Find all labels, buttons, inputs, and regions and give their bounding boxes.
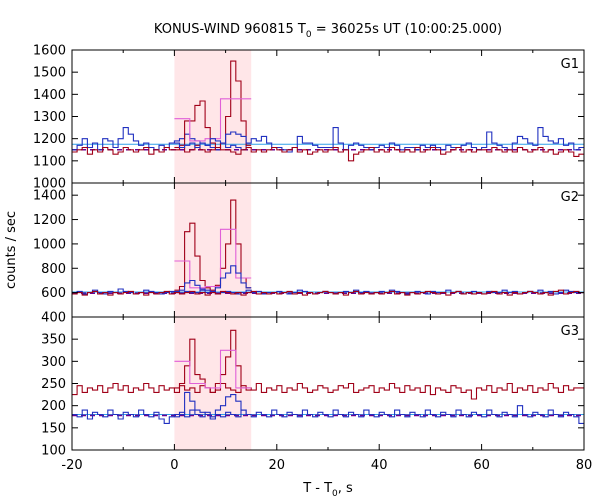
step-series-dark-red-0 xyxy=(72,382,584,400)
y-tick-label: 200 xyxy=(41,399,66,414)
y-tick-label: 1200 xyxy=(33,213,66,228)
step-series-blue-4 xyxy=(174,265,252,292)
y-tick-label: 1000 xyxy=(33,177,66,192)
y-tick-label: 1200 xyxy=(33,132,66,147)
panel-label: G2 xyxy=(561,190,579,205)
y-tick-label: 1000 xyxy=(33,237,66,252)
y-tick-label: 400 xyxy=(41,311,66,326)
step-series-dark-red-2 xyxy=(174,60,252,149)
step-series-dark-red-1 xyxy=(72,144,584,162)
y-axis-label: counts / sec xyxy=(4,211,19,289)
x-tick-label: -20 xyxy=(61,458,82,473)
chart-title-rest: = 36025s UT (10:00:25.000) xyxy=(312,22,502,37)
y-tick-label: 300 xyxy=(41,355,66,370)
y-tick-label: 150 xyxy=(41,421,66,436)
shaded-burst-interval xyxy=(174,50,252,183)
panels-layer: 1000 1100 1200 1300 1400 1500 1600 G1 400 600 800 1… xyxy=(33,44,585,459)
y-tick-label: 1400 xyxy=(33,189,66,204)
shaded-burst-interval xyxy=(174,317,252,450)
chart-title-subscript: 0 xyxy=(306,30,312,40)
panel-frame xyxy=(71,182,585,318)
panel-frame xyxy=(71,49,585,184)
step-series-dark-red-2 xyxy=(174,329,252,393)
step-series-blue-1 xyxy=(72,405,584,424)
y-tick-label: 1600 xyxy=(33,44,66,59)
y-tick-label: 1500 xyxy=(33,66,66,81)
y-tick-label: 1100 xyxy=(33,154,66,169)
step-series-pink-3 xyxy=(174,98,252,142)
shaded-burst-interval xyxy=(174,183,252,317)
x-axis-label-main: T - T xyxy=(302,481,332,496)
panel-g2: 400 600 800 1000 1200 1400 G2 xyxy=(33,182,585,326)
chart-title-main: KONUS-WIND 960815 T xyxy=(154,22,306,37)
y-tick-label: 600 xyxy=(41,286,66,301)
panel-g3: 100 150 200 250 300 350 G3 xyxy=(41,316,585,459)
y-tick-label: 1300 xyxy=(33,110,66,125)
y-tick-label: 1400 xyxy=(33,88,66,103)
x-axis-label-subscript: 0 xyxy=(332,489,338,499)
chart-title: KONUS-WIND 960815 T0 = 36025s UT (10:00:… xyxy=(154,22,502,40)
x-axis-label-rest: , s xyxy=(338,481,353,496)
x-tick-label: 20 xyxy=(269,458,286,473)
step-series-pink-3 xyxy=(174,228,252,289)
y-tick-label: 100 xyxy=(41,444,66,459)
x-axis-labels: -20 0 20 40 60 80 xyxy=(61,458,592,473)
step-series-dark-red-1 xyxy=(72,289,584,296)
y-tick-label: 250 xyxy=(41,377,66,392)
panel-g1: 1000 1100 1200 1300 1400 1500 1600 G1 xyxy=(33,44,585,192)
y-tick-label: 350 xyxy=(41,333,66,348)
step-series-blue-4 xyxy=(174,131,252,149)
y-tick-label: 800 xyxy=(41,262,66,277)
step-series-blue-4 xyxy=(174,391,252,418)
step-series-dark-red-2 xyxy=(174,199,252,291)
panel-label: G1 xyxy=(561,57,579,72)
x-axis-label: T - T0, s xyxy=(302,481,353,499)
x-tick-label: 0 xyxy=(170,458,178,473)
step-series-pink-3 xyxy=(174,349,252,389)
panel-label: G3 xyxy=(561,324,579,339)
x-tick-label: 80 xyxy=(576,458,593,473)
x-tick-label: 40 xyxy=(371,458,388,473)
x-tick-label: 60 xyxy=(473,458,490,473)
